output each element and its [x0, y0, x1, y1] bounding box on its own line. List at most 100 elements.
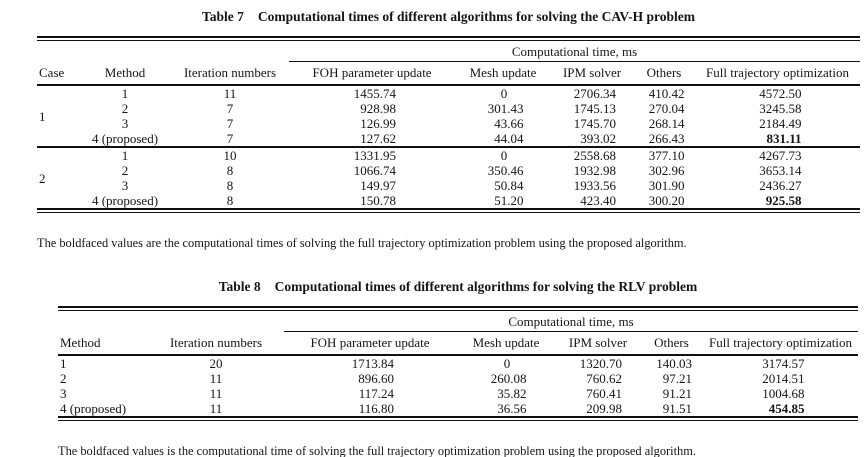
table7-numbox-others: 266.43 [644, 131, 685, 146]
table7-value-others: 410.42 [648, 86, 685, 101]
table7-numbox-full: 4267.73 [754, 148, 801, 163]
table7-row: 2 7 928.98 301.43 1745.13 270.04 3245.58 [37, 101, 860, 116]
table7-numbox-full: 2436.27 [754, 178, 802, 193]
table8-numbox-full: 3174.57 [757, 356, 804, 371]
table7-numbox-full: 4572.50 [754, 86, 801, 101]
table8-numbox-foh: 1713.84 [346, 356, 394, 371]
table7-cell-iterations: 10 [171, 146, 290, 163]
table7-value-mesh: 301.43 [487, 101, 524, 116]
table7-cell-others: 377.10 [633, 146, 696, 163]
table7-value-foh: 127.62 [360, 131, 397, 146]
table8-numbox-full: 454.85 [757, 401, 805, 416]
table7-cell-mesh: 43.66 [455, 116, 551, 131]
table8-row: 1 20 1713.84 0.00 1320.70 140.03 3174.57 [58, 355, 858, 371]
table7-numbox-full: 2184.49 [754, 116, 801, 131]
table7-numbox-others: 302.96 [644, 163, 685, 178]
table8-value-foh: 1713.84 [351, 356, 394, 371]
table8-cell-iterations: 11 [209, 386, 223, 401]
table7-case-label: 2 [37, 146, 79, 208]
table7-numbox-foh: 149.97 [348, 178, 396, 193]
table7-value-full: 831.11 [766, 131, 802, 146]
table7-section: Table 7 Computational times of different … [37, 8, 861, 251]
table7-span-header: Computational time, ms [289, 41, 861, 62]
table7-cell-full: 2184.49 [695, 116, 860, 131]
table8-cell-others: 91.21 [640, 386, 703, 401]
table7-cell-method: 3 [121, 178, 129, 193]
table7-numbox-others: 410.42 [644, 86, 685, 101]
table7-numbox-ipm: 2558.68 [568, 148, 616, 163]
table7-numbox-mesh: 43.66 [483, 116, 524, 131]
table8-span-header-row: Computational time, ms [58, 311, 858, 332]
table8-cell-mesh: 35.82 [456, 386, 556, 401]
table7-col-header-ipm: IPM solver [551, 61, 634, 86]
table8-cell-foh: 117.24 [284, 386, 456, 401]
table7-span-blank [37, 41, 289, 62]
table7-cell-method: 2 [121, 101, 129, 116]
table7-cell-mesh: 0.00 [455, 85, 551, 101]
table7-value-mesh: 44.04 [494, 131, 524, 146]
table8-cell-method: 2 [60, 371, 67, 386]
table7-row: 4 (proposed) 8 150.78 51.20 423.40 300.20 925.… [37, 193, 860, 208]
table7-col-header-method: Method [79, 61, 171, 86]
table8-row: 2 11 896.60 260.08 760.62 97.21 2014.51 [58, 371, 858, 386]
table7-cell-ipm: 2558.68 [551, 146, 634, 163]
table7-numbox-others: 268.14 [644, 116, 685, 131]
table7-title: Table 7 Computational times of different … [37, 8, 860, 25]
table7-numbox-ipm: 1745.13 [568, 101, 616, 116]
table8-numbox-others: 91.21 [651, 386, 692, 401]
table7-cell-full: 3653.14 [695, 163, 860, 178]
table7-numbox-full: 3653.14 [754, 163, 801, 178]
table7-value-ipm: 423.40 [580, 193, 617, 208]
table8-col-header-iterations: Iteration numbers [148, 331, 284, 356]
table7-value-mesh: 43.66 [494, 116, 524, 131]
table7-numbox-mesh: 301.43 [483, 101, 524, 116]
table7-cell-method: 1 [79, 146, 171, 163]
table7-value-foh: 126.99 [360, 116, 397, 131]
table8-value-ipm: 760.62 [586, 371, 622, 386]
table8-col-header-others: Others [640, 331, 703, 356]
table7-col-header-full: Full trajectory optimization [695, 61, 861, 86]
table8-numbox-ipm: 209.98 [574, 401, 622, 416]
table7-bottom-double-rule [37, 208, 860, 213]
table8-value-ipm: 209.98 [586, 401, 622, 416]
table8-cell-others: 140.03 [640, 355, 703, 371]
table8-numbox-foh: 896.60 [346, 371, 394, 386]
table8-value-full: 1004.68 [762, 386, 805, 401]
table7-cell-foh: 127.62 [289, 131, 455, 147]
table8-numbox-mesh: 36.56 [486, 401, 527, 416]
table7-value-foh: 1331.95 [353, 148, 397, 163]
table8-numbox-full: 1004.68 [757, 386, 805, 401]
table8-col-header-ipm: IPM solver [556, 331, 640, 356]
table7-value-full: 2436.27 [759, 178, 802, 193]
table8-numbox-others: 140.03 [651, 356, 692, 371]
table7-cell-others: 270.04 [633, 101, 695, 116]
table7-case-label: 1 [39, 108, 46, 124]
table7-value-ipm: 1933.56 [573, 178, 617, 193]
table8-row: 3 11 117.24 35.82 760.41 91.21 1004.68 [58, 386, 858, 401]
table7-cell-method: 4 (proposed) [91, 131, 159, 146]
table7-numbox-foh: 928.98 [348, 101, 396, 116]
table8-row: 4 (proposed) 11 116.80 36.56 209.98 91.51 454.… [58, 401, 858, 416]
table7-value-ipm: 1932.98 [573, 163, 617, 178]
table7-cell-iterations: 7 [226, 116, 234, 131]
table8-value-ipm: 1320.70 [579, 356, 622, 371]
table8-value-others: 140.03 [656, 356, 692, 371]
table8-cell-mesh: 260.08 [456, 371, 556, 386]
table8-value-mesh: 36.56 [497, 401, 527, 416]
table7-numbox-foh: 150.78 [348, 193, 396, 208]
table7-value-foh: 150.78 [360, 193, 397, 208]
table7-value-mesh: 51.20 [494, 193, 524, 208]
table7-numbox-ipm: 423.40 [568, 193, 616, 208]
table7-numbox-mesh: 51.20 [483, 193, 524, 208]
table8-footnote: The boldfaced values is the computationa… [58, 444, 696, 457]
table8-numbox-ipm: 1320.70 [574, 356, 622, 371]
table7-value-mesh: 50.84 [494, 178, 524, 193]
table7-cell-full: 2436.27 [695, 178, 860, 193]
table7-cell-others: 410.42 [633, 85, 695, 101]
table7-cell-iterations: 8 [226, 178, 234, 193]
table8: Computational time, ms Method Iteration n… [58, 311, 858, 416]
table7-numbox-foh: 1066.74 [348, 163, 396, 178]
table7-numbox-ipm: 1932.98 [568, 163, 616, 178]
table7-cell-mesh: 50.84 [455, 178, 551, 193]
